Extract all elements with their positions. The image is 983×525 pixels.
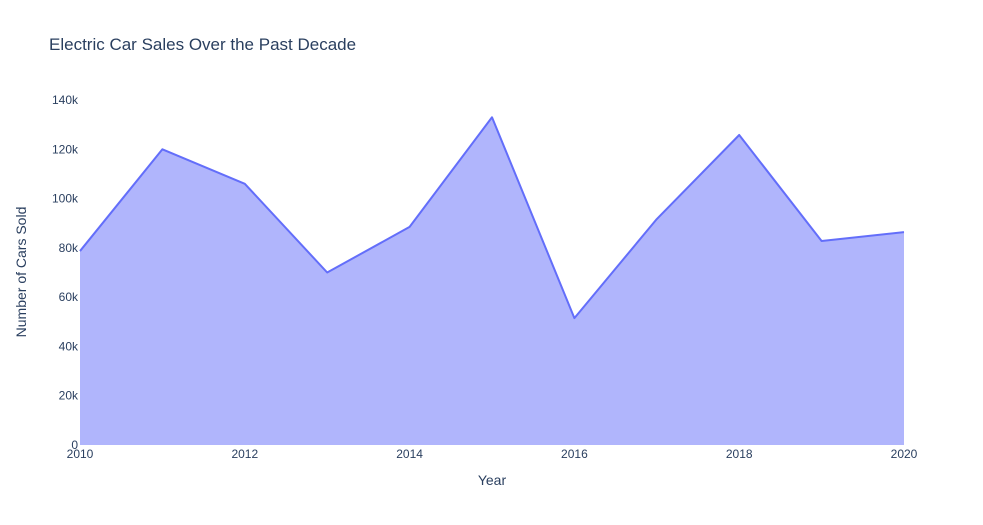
y-tick-label: 60k	[59, 290, 79, 304]
x-tick-label: 2018	[726, 447, 753, 461]
y-tick-label: 0	[71, 438, 78, 452]
y-tick-label: 80k	[59, 241, 79, 255]
x-tick-label: 2014	[396, 447, 423, 461]
x-axis-title: Year	[478, 472, 507, 488]
x-tick-label: 2020	[891, 447, 918, 461]
line	[79, 116, 905, 320]
y-axis-title: Number of Cars Sold	[13, 207, 29, 338]
area-fill	[80, 117, 904, 445]
y-tick-label: 120k	[52, 142, 79, 156]
y-tick-label: 140k	[52, 93, 79, 107]
y-tick-label: 100k	[52, 192, 79, 206]
x-tick-label: 2012	[231, 447, 258, 461]
chart-title: Electric Car Sales Over the Past Decade	[49, 35, 356, 54]
y-tick-label: 40k	[59, 339, 79, 353]
x-tick-label: 2010	[67, 447, 94, 461]
y-tick-label: 20k	[59, 389, 79, 403]
x-tick-label: 2016	[561, 447, 588, 461]
